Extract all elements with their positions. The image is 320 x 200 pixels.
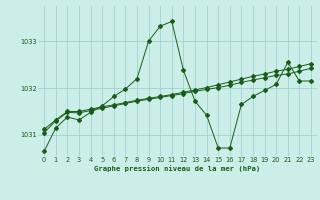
X-axis label: Graphe pression niveau de la mer (hPa): Graphe pression niveau de la mer (hPa) — [94, 165, 261, 172]
